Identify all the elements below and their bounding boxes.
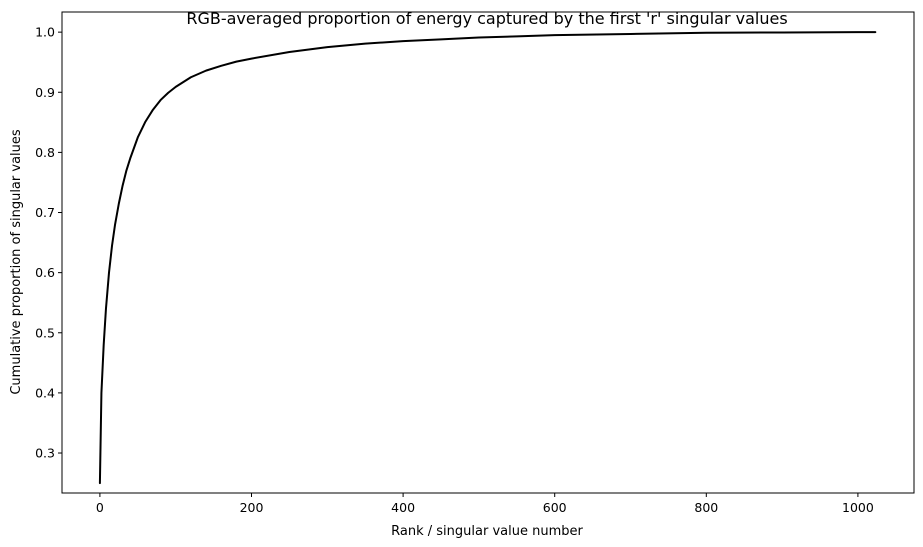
y-tick-label: 0.6 [35, 265, 55, 280]
y-axis-label: Cumulative proportion of singular values [9, 129, 24, 395]
y-axis-ticks: 0.3 0.4 0.5 0.6 0.7 0.8 0.9 1.0 [35, 25, 62, 461]
y-tick-label: 0.4 [35, 385, 55, 400]
x-tick-label: 600 [543, 500, 567, 515]
x-tick-label: 1000 [842, 500, 874, 515]
y-tick-label: 0.7 [35, 205, 55, 220]
x-axis-ticks: 0 200 400 600 800 1000 [96, 493, 874, 515]
x-tick-label: 400 [391, 500, 415, 515]
y-tick-label: 0.9 [35, 85, 55, 100]
x-axis-label: Rank / singular value number [391, 524, 583, 539]
chart-title: RGB-averaged proportion of energy captur… [186, 9, 787, 28]
x-tick-label: 800 [694, 500, 718, 515]
y-tick-label: 0.5 [35, 325, 55, 340]
y-tick-label: 0.8 [35, 145, 55, 160]
y-tick-label: 0.3 [35, 446, 55, 461]
series-layer [98, 31, 877, 485]
x-tick-label: 200 [240, 500, 264, 515]
y-tick-label: 1.0 [35, 25, 55, 40]
x-tick-label: 0 [96, 500, 104, 515]
series-line-0 [98, 31, 877, 485]
plot-area-frame [61, 11, 915, 494]
